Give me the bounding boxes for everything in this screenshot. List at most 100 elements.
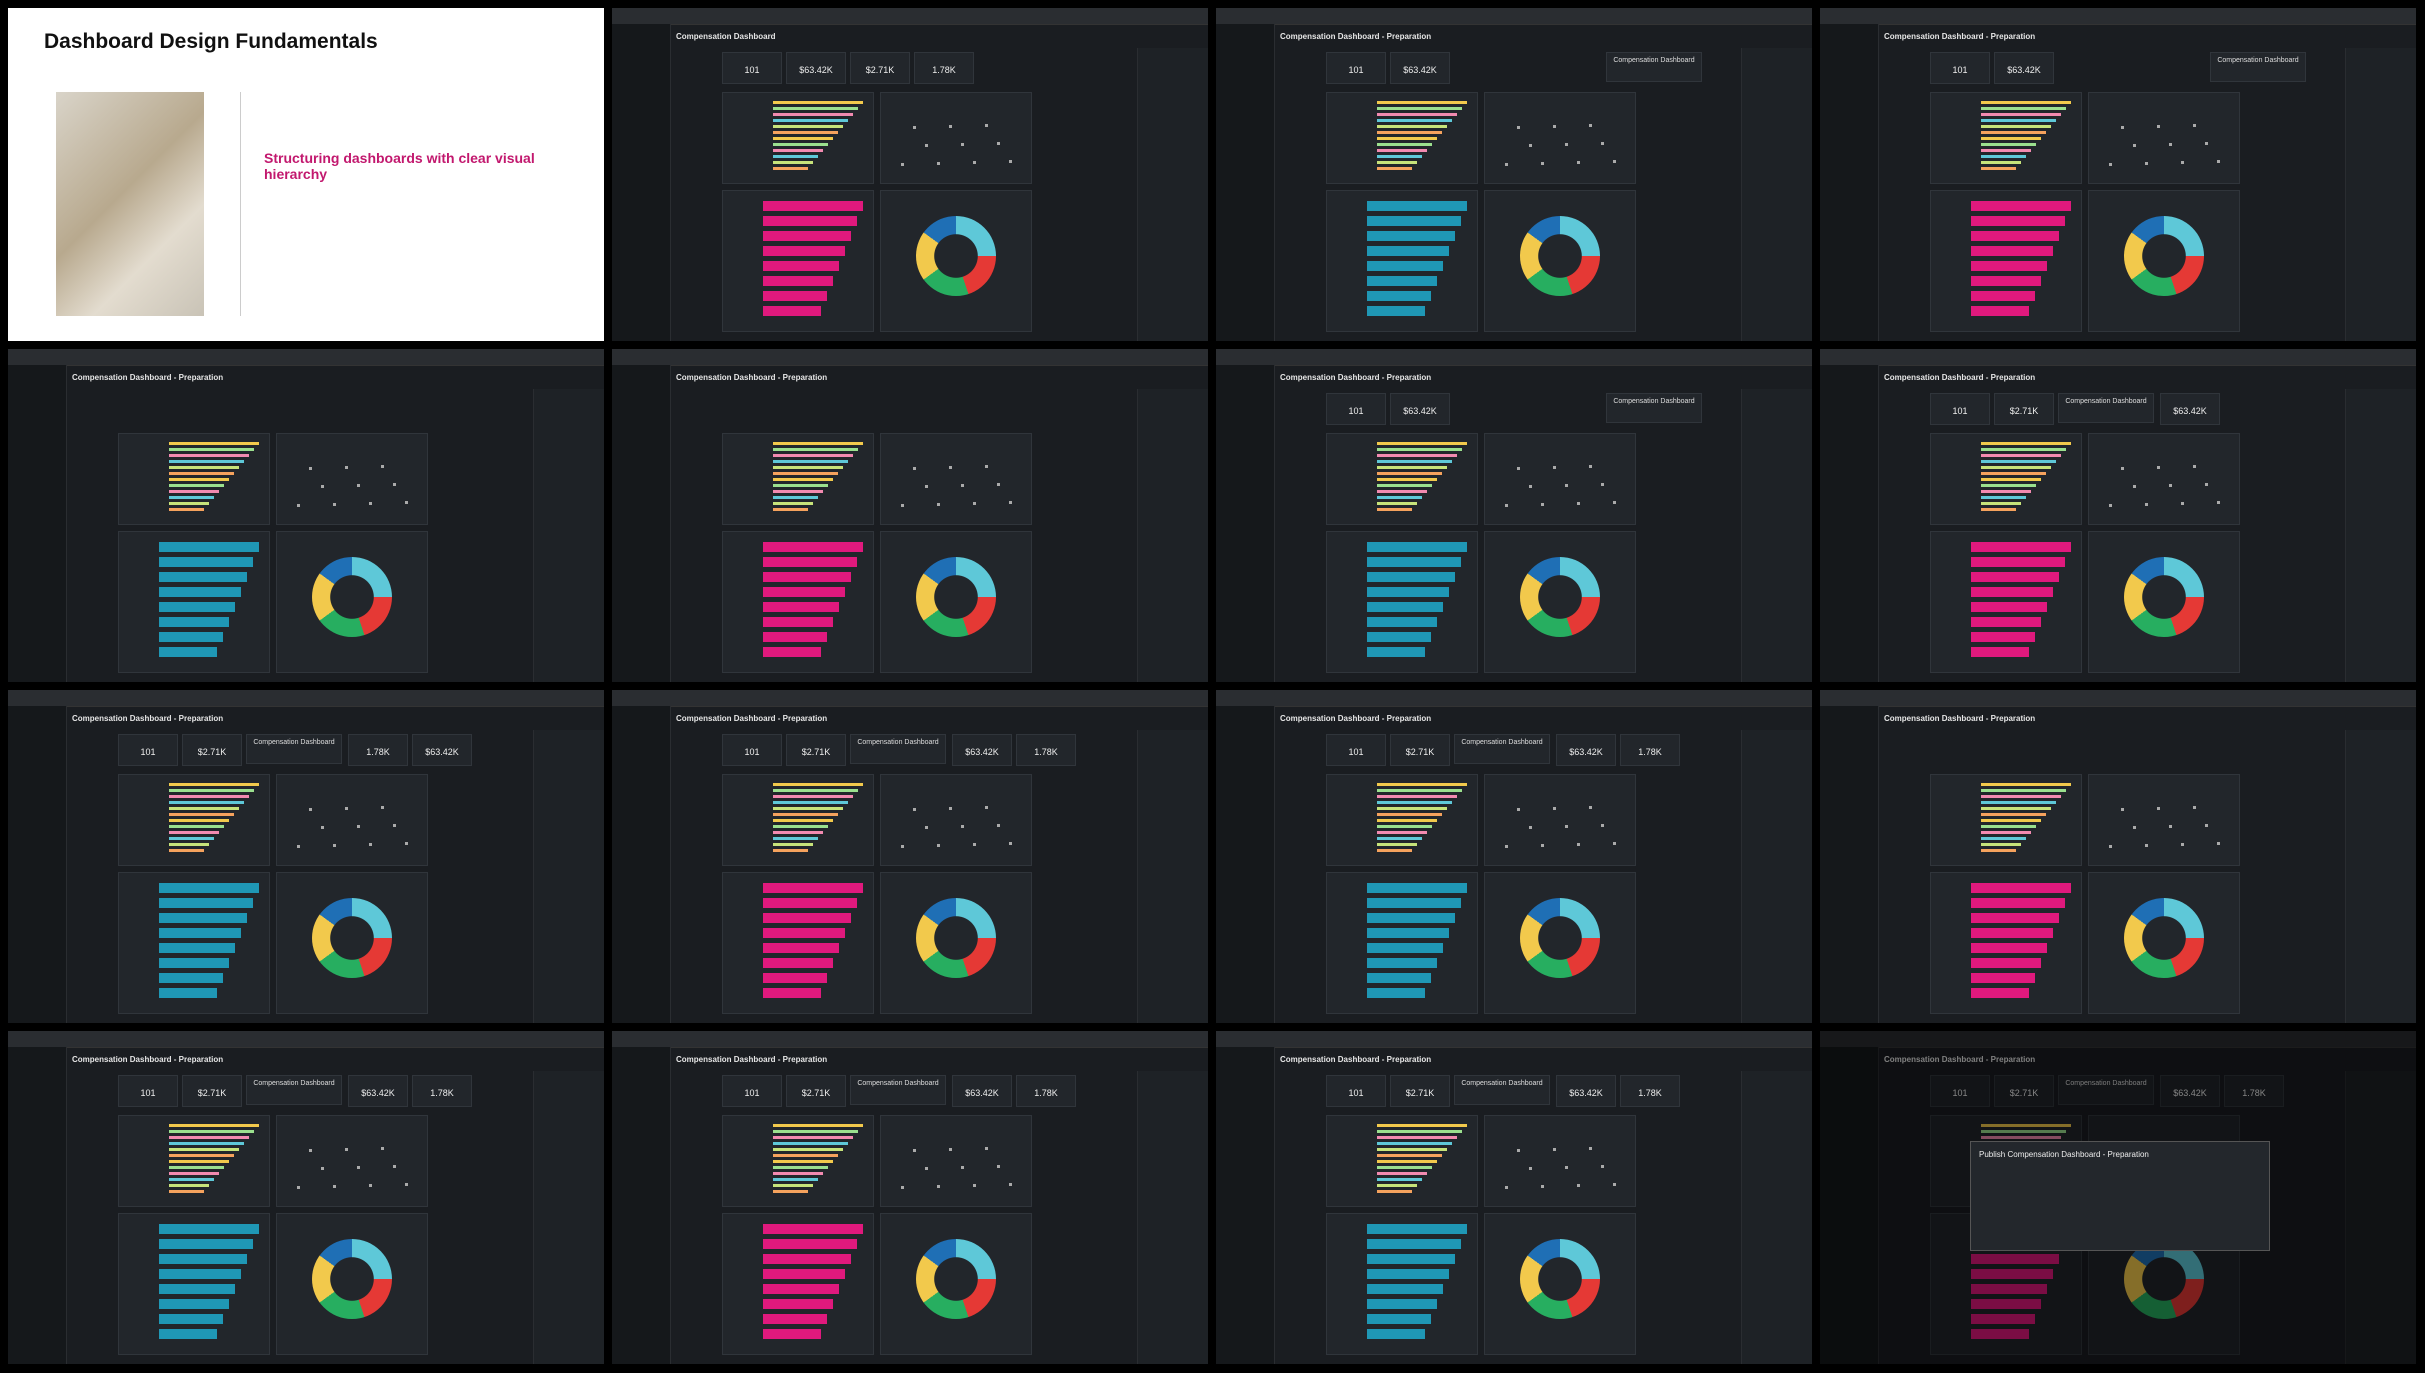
scatter-dot [2193,806,2196,809]
bar-shape [1981,125,2051,128]
scatter-dot [2133,826,2136,829]
bar-shape [763,542,863,552]
kpi-card: $63.42K [1556,734,1616,766]
donut-shape [2124,1239,2204,1319]
donut-shape [2124,898,2204,978]
bar-shape [763,557,857,567]
donut-panel [1484,1213,1636,1355]
scatter-dot [2193,465,2196,468]
bar-shape [773,143,828,146]
bar-shape [773,478,833,481]
bar-shape [1981,107,2066,110]
bar-shape [773,1148,843,1151]
bar-shape [169,807,239,810]
donut-panel [880,190,1032,332]
dashboard-title: Compensation Dashboard - Preparation [1884,373,2036,382]
settings-panel [533,389,604,682]
dashboard-frame: Compensation Dashboard - Preparation 101 $… [1216,8,1812,341]
scatter-panel [276,774,428,866]
donut-shape [2124,216,2204,296]
donut-shape [1520,1239,1600,1319]
scatter-dot [961,484,964,487]
scatter-dot [949,807,952,810]
scatter-dot [913,126,916,129]
bar-shape [159,913,247,923]
settings-panel [2345,48,2416,341]
browser-bar [612,8,1208,25]
bar-shape [1981,484,2036,487]
bar-shape [1981,789,2066,792]
bar-shape [1377,478,1437,481]
bar-shape [1367,617,1437,627]
magenta-bar-panel [118,872,270,1014]
bar-shape [1367,988,1425,998]
dashboard-frame: Compensation Dashboard - Preparation 101 $… [1820,349,2416,682]
donut-panel [276,531,428,673]
donut-shape [1520,216,1600,296]
bar-shape [169,1136,249,1139]
scatter-dot [1553,466,1556,469]
bar-shape [1971,883,2071,893]
scatter-dot [901,845,904,848]
header-text: Compensation Dashboard [2058,393,2154,423]
bar-shape [1971,1269,2053,1279]
bar-shape [1981,119,2056,122]
browser-bar [8,1031,604,1048]
magenta-bar-panel [118,531,270,673]
kpi-card: $63.42K [952,1075,1012,1107]
bar-shape [773,484,828,487]
bar-shape [1367,1299,1437,1309]
dashboard-title: Compensation Dashboard - Preparation [1884,714,2036,723]
dashboard-title: Compensation Dashboard - Preparation [72,714,224,723]
bar-shape [773,849,808,852]
scatter-dot [2157,125,2160,128]
bar-shape [763,898,857,908]
scatter-dot [1589,1147,1592,1150]
bar-shape [763,973,827,983]
scatter-dot [2133,144,2136,147]
settings-panel [1741,389,1812,682]
scatter-dot [2133,485,2136,488]
magenta-bar-panel [1930,872,2082,1014]
scatter-dot [357,1166,360,1169]
scatter-dot [973,502,976,505]
scatter-dot [1613,1183,1616,1186]
bar-shape [1367,1284,1443,1294]
bar-shape [1981,101,2071,104]
dashboard-title: Compensation Dashboard - Preparation [1884,32,2036,41]
scatter-dot [297,504,300,507]
sidebar [1216,1047,1275,1364]
kpi-card: 101 [722,52,782,84]
bar-shape [1377,1124,1467,1127]
scatter-dot [913,1149,916,1152]
bar-chart-panel [1326,433,1478,525]
bar-shape [763,1299,833,1309]
scatter-dot [1601,1165,1604,1168]
bar-shape [1981,837,2026,840]
scatter-panel [276,433,428,525]
scatter-dot [1601,483,1604,486]
dashboard-title: Compensation Dashboard - Preparation [676,373,828,382]
scatter-dot [333,503,336,506]
bar-shape [773,1172,823,1175]
kpi-card: 101 [1930,52,1990,84]
bar-shape [1981,502,2021,505]
bar-chart-panel [118,433,270,525]
scatter-dot [405,501,408,504]
bar-shape [773,807,843,810]
bar-shape [1971,988,2029,998]
bar-shape [169,825,224,828]
kpi-card: $63.42K [1994,52,2054,84]
scatter-dot [1009,160,1012,163]
bar-chart-panel [118,1115,270,1207]
scatter-dot [1577,1184,1580,1187]
bar-shape [1377,454,1457,457]
scatter-dot [2157,466,2160,469]
scatter-dot [925,485,928,488]
dashboard-title: Compensation Dashboard - Preparation [676,1055,828,1064]
bar-shape [169,1172,219,1175]
bar-shape [1377,843,1417,846]
bar-shape [763,1314,827,1324]
bar-shape [169,843,209,846]
bar-chart-panel [1326,92,1478,184]
